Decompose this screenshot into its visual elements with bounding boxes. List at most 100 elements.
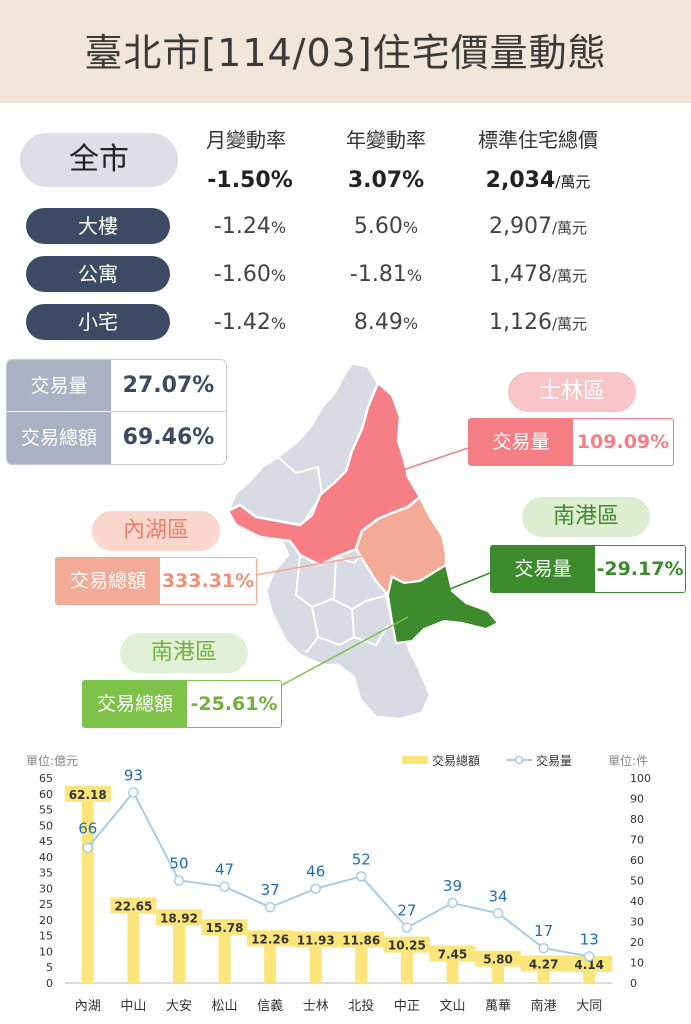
line-value-label: 93 <box>124 766 143 784</box>
bar-label-bg <box>292 931 339 948</box>
district-pill-shilin: 士林區 <box>508 372 636 412</box>
callout-nangang-amount-label: 交易總額 <box>83 681 187 727</box>
left-axis-unit: 單位:億元 <box>26 753 78 768</box>
line-point <box>82 842 94 853</box>
left-tick-label: 25 <box>39 898 53 911</box>
bar-label-bg <box>429 945 476 962</box>
bar <box>583 969 596 983</box>
left-tick-label: 0 <box>46 977 53 990</box>
bar-label-bg <box>383 936 430 953</box>
bar-label-bg <box>520 955 567 972</box>
bar <box>264 944 277 983</box>
bar-value-label: 18.92 <box>160 911 198 925</box>
category-label: 士林 <box>303 999 329 1014</box>
right-tick-label: 80 <box>630 813 644 826</box>
bar-value-label: 62.18 <box>69 788 107 802</box>
category-label: 北投 <box>348 998 374 1014</box>
leader-shilin <box>387 447 469 476</box>
bar <box>218 933 231 983</box>
left-tick-label: 30 <box>39 882 53 895</box>
category-label: 大安 <box>166 999 192 1014</box>
right-tick-label: 10 <box>630 957 644 970</box>
line-value-label: 37 <box>261 881 280 899</box>
category-label: 信義 <box>257 998 283 1014</box>
district-transaction-chart: 單位:億元 單位:件 交易總額 交易量 0 5 10 15 20 25 30 35 40 45 50 55 60… <box>26 753 651 1014</box>
monthly-small-unit: -1.42% <box>213 310 287 335</box>
line-point <box>310 883 321 894</box>
bar <box>81 786 94 983</box>
bar-value-label: 11.86 <box>342 934 380 948</box>
col-header-yearly: 年變動率 <box>346 128 426 152</box>
bar <box>127 911 140 983</box>
category-label: 萬華 <box>485 999 511 1014</box>
callout-shilin: 交易量 109.09% <box>468 418 674 466</box>
bar <box>172 923 185 983</box>
city-stats-box: 交易量 27.07% 交易總額 69.46% <box>6 359 227 465</box>
line-value-label: 17 <box>534 922 553 940</box>
city-stat-volume-label: 交易量 <box>7 360 111 412</box>
callout-nangang-volume: 交易量 -29.17% <box>490 545 686 593</box>
leader-nangang-amount <box>281 616 409 686</box>
monthly-all: -1.50% <box>207 168 293 193</box>
right-tick-label: 90 <box>630 793 644 806</box>
row-label-apartment: 公寓 <box>26 256 170 292</box>
category-label: 大同 <box>576 999 602 1014</box>
bar-value-label: 12.26 <box>251 932 289 946</box>
district-pill-neihu: 內湖區 <box>92 511 220 551</box>
right-tick-label: 0 <box>630 977 637 990</box>
callout-shilin-label: 交易量 <box>469 419 573 465</box>
left-tick-label: 20 <box>39 914 53 927</box>
district-pill-nangang-amount: 南港區 <box>120 633 248 673</box>
line-point <box>219 881 230 892</box>
callout-nangang-amount-value: -25.61% <box>190 693 278 715</box>
callout-neihu-value: 333.31% <box>161 570 255 592</box>
bar-label-bg <box>201 919 248 936</box>
line-point <box>447 897 458 909</box>
bar <box>400 950 413 983</box>
line-point <box>538 942 549 954</box>
right-tick-label: 50 <box>630 875 644 888</box>
right-tick-label: 30 <box>630 916 644 929</box>
bar-value-label: 4.14 <box>574 958 604 972</box>
line-value-label: 52 <box>352 850 371 868</box>
bar-value-label: 4.27 <box>529 958 559 972</box>
legend-line-label: 交易量 <box>536 753 572 768</box>
price-small-unit: 1,126/萬元 <box>488 310 588 335</box>
price-building: 2,907/萬元 <box>488 214 588 239</box>
line-point <box>173 875 185 886</box>
category-label: 中正 <box>394 999 420 1014</box>
left-tick-label: 10 <box>39 945 53 958</box>
city-stat-amount-value: 69.46% <box>122 425 215 450</box>
map-nangang-district <box>386 563 500 645</box>
yearly-apartment: -1.81% <box>349 262 423 287</box>
price-apartment: 1,478/萬元 <box>488 262 588 287</box>
map-shilin-district <box>226 380 422 567</box>
bar <box>446 959 459 983</box>
page-title: 臺北市[114/03]住宅價量動態 <box>84 31 607 75</box>
row-label-building: 大樓 <box>26 208 170 244</box>
bar-label-bg <box>566 955 613 972</box>
right-tick-label: 70 <box>630 834 644 847</box>
line-value-label: 13 <box>580 930 599 948</box>
left-tick-label: 55 <box>39 804 53 817</box>
left-tick-label: 60 <box>39 788 53 801</box>
line-value-label: 39 <box>443 877 462 895</box>
taipei-district-map <box>226 361 500 721</box>
bar <box>492 964 505 983</box>
legend-bar-swatch <box>402 756 428 764</box>
monthly-building: -1.24% <box>213 214 287 239</box>
category-label: 松山 <box>212 999 238 1014</box>
city-stat-amount-label: 交易總額 <box>7 412 111 464</box>
line-value-label: 47 <box>215 861 234 879</box>
line-point <box>356 871 367 882</box>
yearly-building: 5.60% <box>353 214 419 239</box>
leader-nangang-volume <box>439 572 491 594</box>
bar-value-label: 11.93 <box>297 933 335 947</box>
line-point <box>583 951 595 962</box>
bar <box>355 945 368 983</box>
bar-value-label: 10.25 <box>388 939 426 953</box>
line-value-label: 46 <box>306 863 325 881</box>
callout-neihu-label: 交易總額 <box>56 558 160 604</box>
category-label: 中山 <box>120 999 146 1014</box>
callout-shilin-value: 109.09% <box>576 431 670 453</box>
